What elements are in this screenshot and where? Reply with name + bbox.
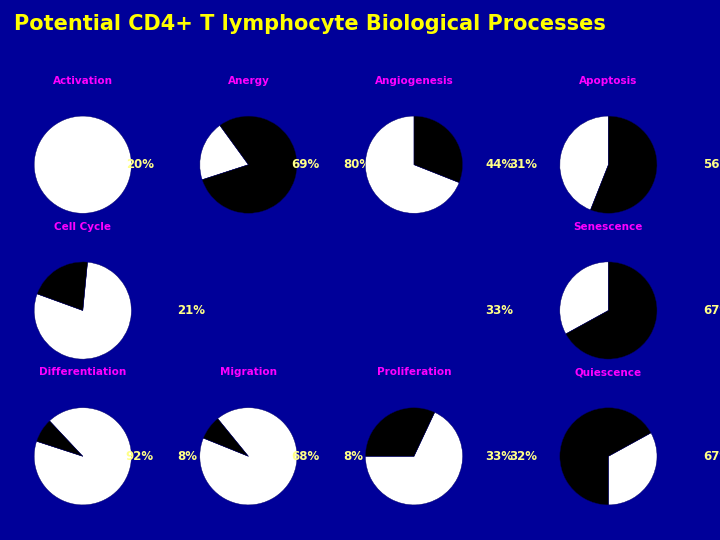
Text: Senescence: Senescence [574, 221, 643, 232]
Wedge shape [590, 116, 657, 213]
Text: Quiescence: Quiescence [575, 367, 642, 377]
Wedge shape [35, 262, 131, 359]
Wedge shape [365, 413, 462, 505]
Text: 44%: 44% [485, 158, 513, 171]
Wedge shape [608, 433, 657, 505]
Text: Apoptosis: Apoptosis [579, 76, 638, 86]
Wedge shape [365, 408, 435, 456]
Text: 56%: 56% [703, 158, 720, 171]
Text: Differentiation: Differentiation [39, 367, 127, 377]
Wedge shape [560, 262, 608, 334]
Text: 20%: 20% [125, 158, 153, 171]
Text: 80%: 80% [343, 158, 372, 171]
Text: 32%: 32% [509, 450, 537, 463]
Text: Proliferation: Proliferation [377, 367, 451, 377]
Wedge shape [414, 116, 462, 183]
Text: 33%: 33% [485, 304, 513, 317]
Text: Potential CD4+ T lymphocyte Biological Processes: Potential CD4+ T lymphocyte Biological P… [14, 14, 606, 33]
Text: 68%: 68% [291, 450, 319, 463]
Text: 69%: 69% [291, 158, 319, 171]
Wedge shape [200, 408, 297, 505]
Text: 67%: 67% [703, 304, 720, 317]
Text: Anergy: Anergy [228, 76, 269, 86]
Text: 33%: 33% [485, 450, 513, 463]
Wedge shape [200, 125, 248, 180]
Text: Angiogenesis: Angiogenesis [374, 76, 454, 86]
Text: 31%: 31% [509, 158, 537, 171]
Text: 8%: 8% [343, 450, 363, 463]
Text: 92%: 92% [125, 450, 153, 463]
Text: 21%: 21% [178, 304, 206, 317]
Wedge shape [35, 116, 132, 213]
Text: Cell Cycle: Cell Cycle [54, 221, 112, 232]
Wedge shape [35, 408, 131, 505]
Text: Activation: Activation [53, 76, 113, 86]
Wedge shape [566, 262, 657, 359]
Wedge shape [37, 262, 88, 310]
Wedge shape [560, 408, 651, 505]
Text: 8%: 8% [178, 450, 197, 463]
Text: Migration: Migration [220, 367, 277, 377]
Wedge shape [202, 116, 297, 213]
Wedge shape [366, 116, 459, 213]
Wedge shape [560, 116, 608, 210]
Wedge shape [203, 418, 248, 456]
Text: 67%: 67% [703, 450, 720, 463]
Wedge shape [37, 421, 83, 456]
